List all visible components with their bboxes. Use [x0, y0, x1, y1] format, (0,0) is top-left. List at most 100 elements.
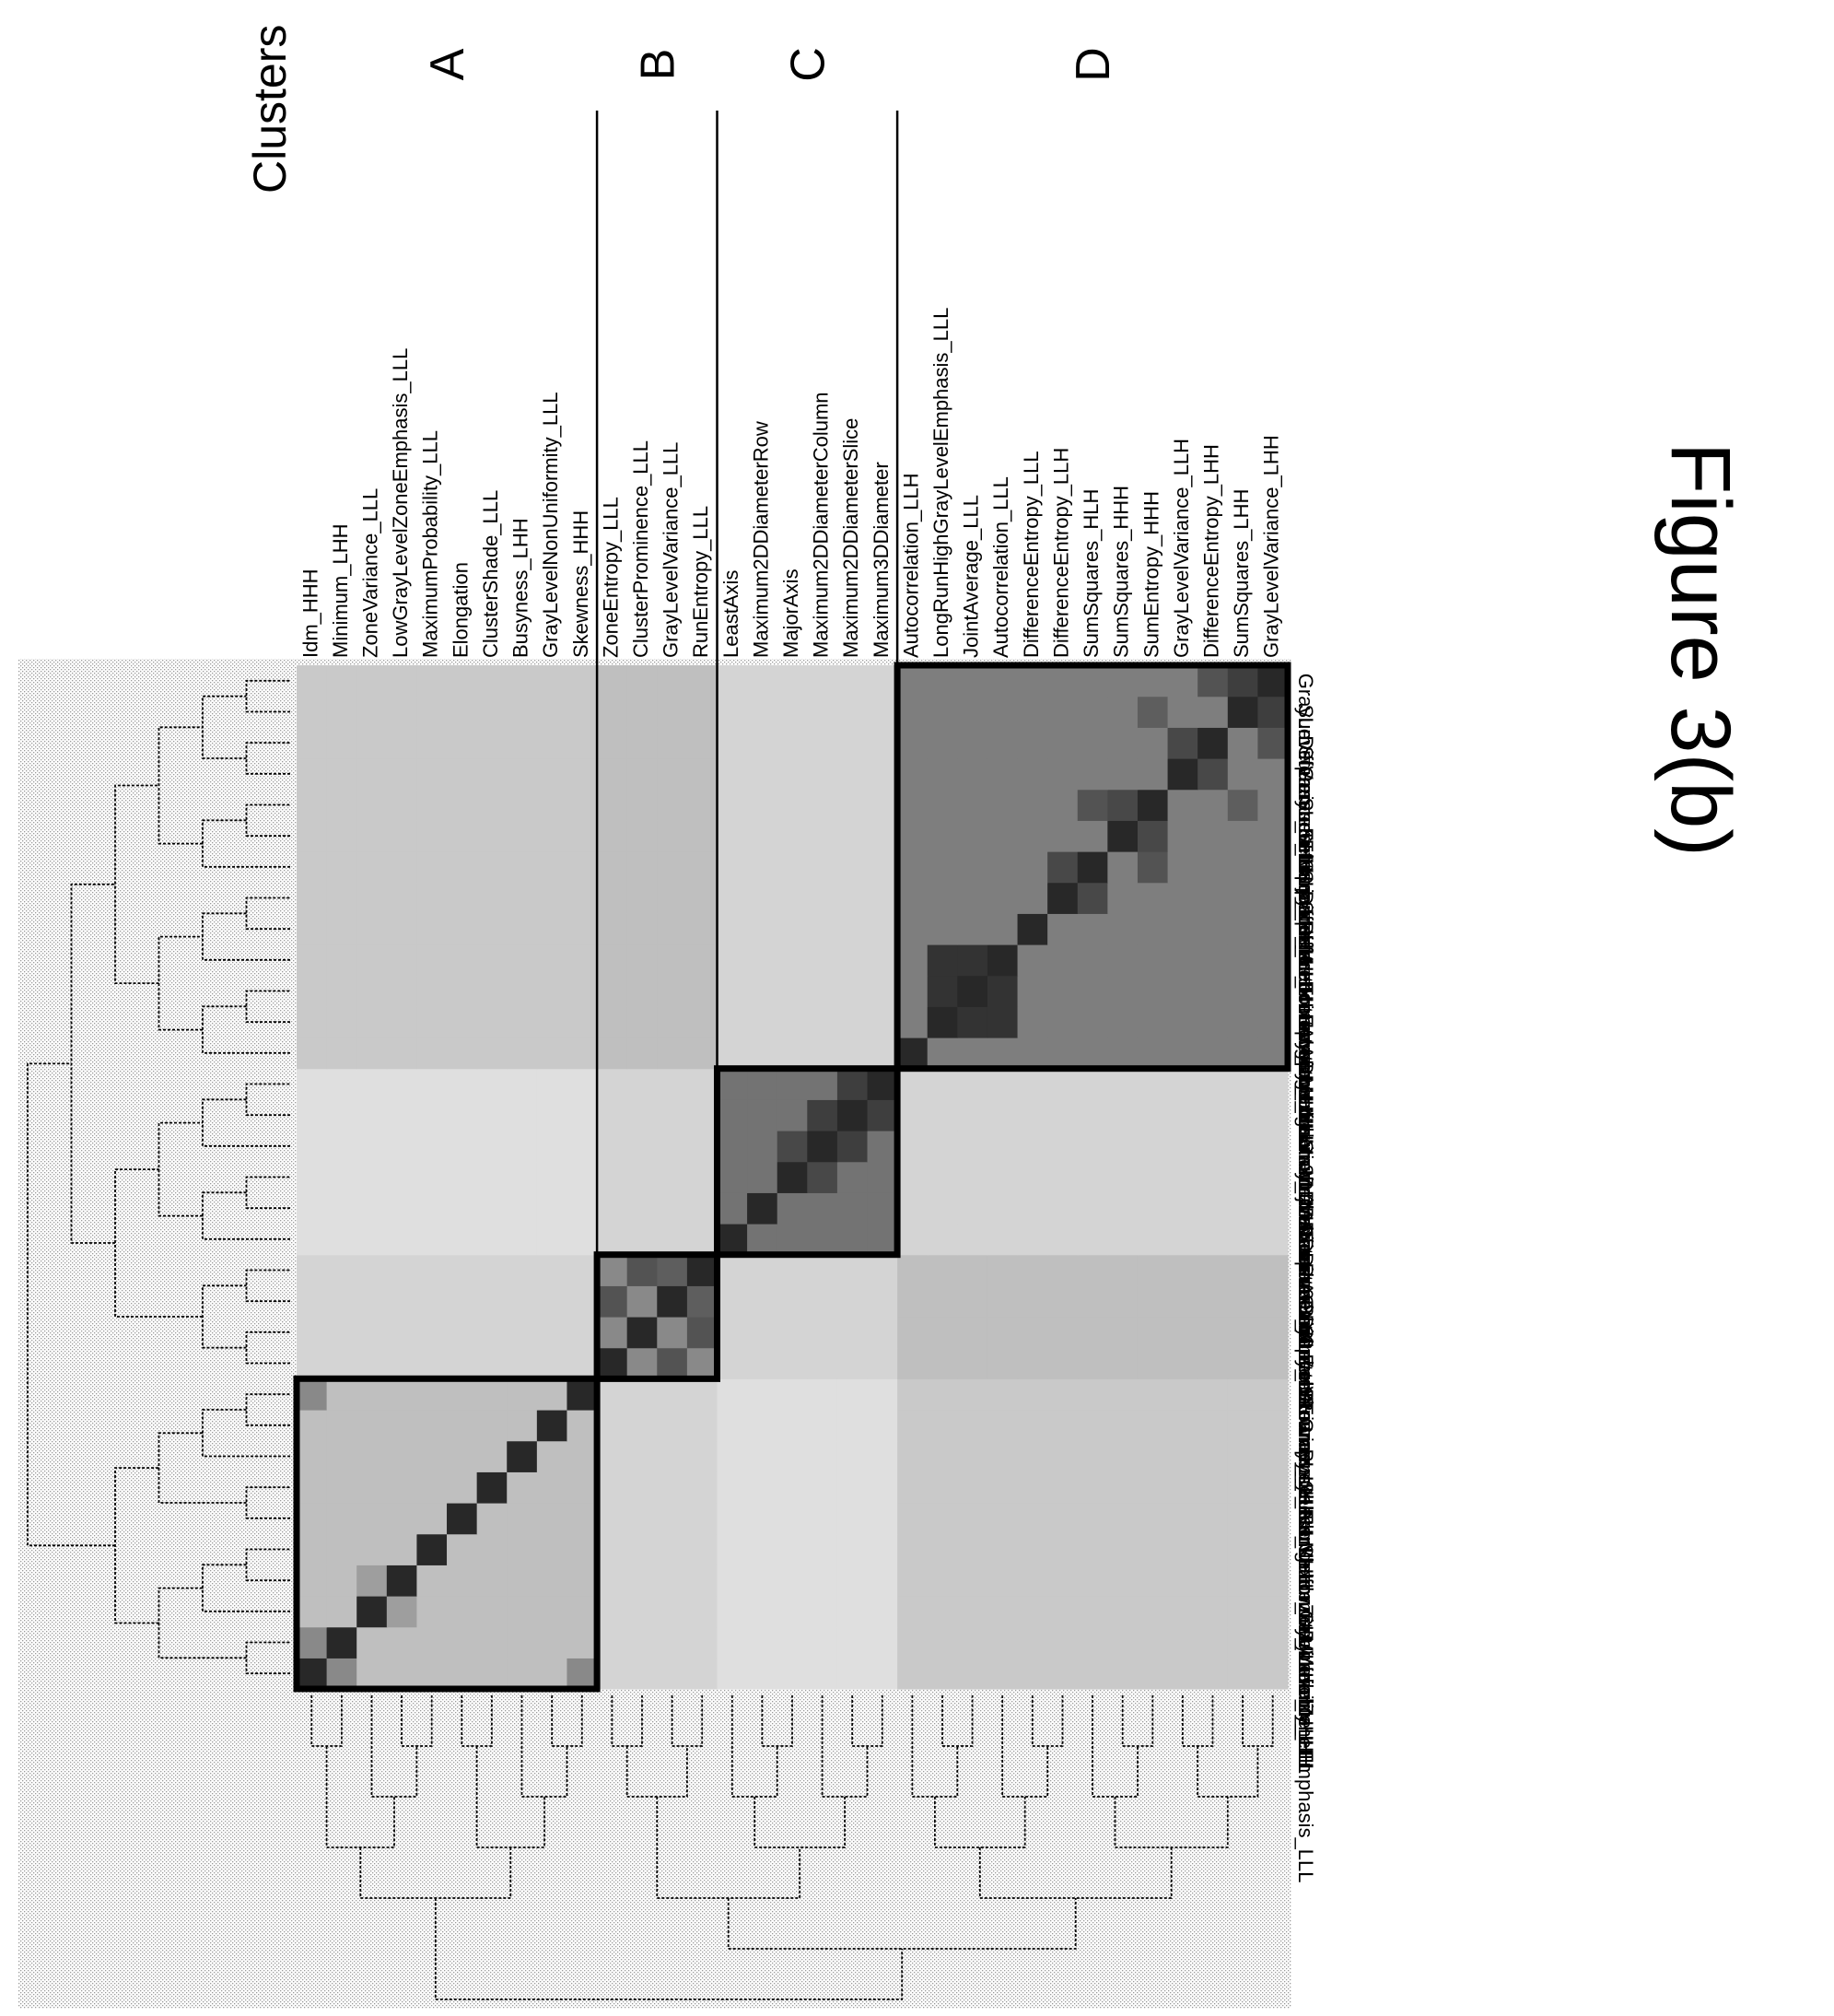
heatmap-cell	[567, 1440, 598, 1472]
heatmap-cell	[777, 1565, 808, 1597]
heatmap-cell	[777, 1192, 808, 1225]
heatmap-cell	[476, 1440, 508, 1472]
heatmap-cell	[476, 1068, 508, 1100]
heatmap-cell	[686, 789, 718, 821]
heatmap-cell	[987, 1224, 1019, 1256]
heatmap-cell	[386, 882, 418, 914]
row-label: GrayLevelNonUniformity_LLL	[1294, 1418, 1317, 1684]
heatmap-cell	[386, 1224, 418, 1256]
heatmap-cell	[447, 1565, 478, 1597]
heatmap-cell	[747, 820, 778, 852]
heatmap-cell	[536, 851, 568, 884]
heatmap-cell	[686, 1658, 718, 1690]
heatmap-cell	[897, 1131, 929, 1163]
heatmap-cell	[1017, 727, 1048, 759]
heatmap-cell	[567, 1596, 598, 1628]
heatmap-cell	[1017, 1658, 1048, 1690]
heatmap-cell	[507, 1658, 538, 1690]
heatmap-cell	[897, 851, 929, 884]
heatmap-cell	[897, 1006, 929, 1038]
heatmap-cell	[356, 1565, 388, 1597]
heatmap-cell	[807, 1471, 838, 1504]
heatmap-cell	[1227, 1440, 1258, 1472]
dendrogram-branch	[1092, 1695, 1139, 1798]
column-label: Elongation	[449, 562, 472, 658]
heatmap-cell	[807, 820, 838, 852]
heatmap-cell	[386, 758, 418, 791]
heatmap-cell	[686, 944, 718, 977]
heatmap-cell	[1107, 1161, 1139, 1193]
heatmap-cell	[597, 789, 628, 821]
heatmap-cell	[416, 1658, 448, 1690]
heatmap-cell	[1197, 1037, 1229, 1070]
cluster-letter: D	[1067, 47, 1120, 82]
heatmap-cell	[567, 1471, 598, 1504]
heatmap-cell	[1197, 1565, 1229, 1597]
heatmap-cell	[927, 1596, 958, 1628]
heatmap-cell	[1107, 1440, 1139, 1472]
heatmap-cell	[987, 1068, 1019, 1100]
row-label: GrayLevelVariance_LLH	[1294, 767, 1317, 986]
heatmap-cell	[807, 1161, 838, 1193]
heatmap-cell	[536, 1037, 568, 1070]
heatmap-cell	[416, 1099, 448, 1131]
heatmap-cell	[567, 758, 598, 791]
heatmap-cell	[1077, 851, 1108, 884]
heatmap-cell	[1047, 1658, 1079, 1690]
heatmap-cell	[507, 1626, 538, 1659]
heatmap-cell	[507, 1161, 538, 1193]
column-label: Minimum_LHH	[329, 524, 352, 658]
heatmap-cell	[1047, 696, 1079, 728]
heatmap-cell	[686, 1254, 718, 1286]
heatmap-cell	[447, 975, 478, 1007]
heatmap-cell	[836, 1317, 869, 1349]
column-label: Busyness_LHH	[509, 518, 532, 658]
heatmap-cell	[1017, 1347, 1048, 1379]
heatmap-cell	[897, 1596, 929, 1628]
heatmap-cell	[686, 1471, 718, 1504]
column-label: DifferenceEntropy_LHH	[1200, 444, 1223, 658]
heatmap-cell	[897, 727, 929, 759]
heatmap-cell	[1257, 1317, 1289, 1349]
heatmap-cell	[777, 696, 808, 728]
heatmap-cell	[356, 727, 388, 759]
heatmap-cell	[1077, 1099, 1108, 1131]
heatmap-cell	[476, 1410, 508, 1442]
heatmap-cell	[1257, 1533, 1289, 1565]
column-label: Maximum3DDiameter	[870, 462, 893, 658]
heatmap-cell	[807, 1037, 838, 1070]
heatmap-cell	[536, 1254, 568, 1286]
heatmap-cell	[1017, 1254, 1048, 1286]
heatmap-cell	[686, 1037, 718, 1070]
heatmap-cell	[1107, 1471, 1139, 1504]
heatmap-cell	[1017, 913, 1048, 945]
heatmap-cell	[747, 1192, 778, 1225]
heatmap-cell	[807, 1224, 838, 1256]
row-label: Skewness_HHH	[1294, 1387, 1317, 1534]
heatmap-cell	[867, 1131, 898, 1163]
heatmap-cell	[386, 1317, 418, 1349]
heatmap-cell	[1107, 1410, 1139, 1442]
heatmap-cell	[807, 944, 838, 977]
heatmap-cell	[297, 665, 328, 697]
heatmap-cell	[836, 758, 869, 791]
row-label: Minimum_LHH	[1294, 1635, 1317, 1769]
heatmap-cell	[476, 1131, 508, 1163]
heatmap-cell	[386, 1006, 418, 1038]
heatmap-cell	[356, 1471, 388, 1504]
heatmap-cell	[987, 665, 1019, 697]
heatmap-cell	[777, 1471, 808, 1504]
heatmap-cell	[867, 1440, 898, 1472]
heatmap-cell	[476, 975, 508, 1007]
heatmap-cell	[957, 1192, 988, 1225]
heatmap-cell	[476, 820, 508, 852]
heatmap-cell	[747, 1626, 778, 1659]
heatmap-cell	[987, 1161, 1019, 1193]
heatmap-cell	[717, 727, 748, 759]
heatmap-cell	[416, 1565, 448, 1597]
heatmap-cell	[597, 1131, 628, 1163]
heatmap-cell	[1197, 1347, 1229, 1379]
heatmap-cell	[836, 1161, 869, 1193]
row-label: ZoneEntropy_LLL	[1294, 1356, 1317, 1518]
heatmap-cell	[507, 665, 538, 697]
